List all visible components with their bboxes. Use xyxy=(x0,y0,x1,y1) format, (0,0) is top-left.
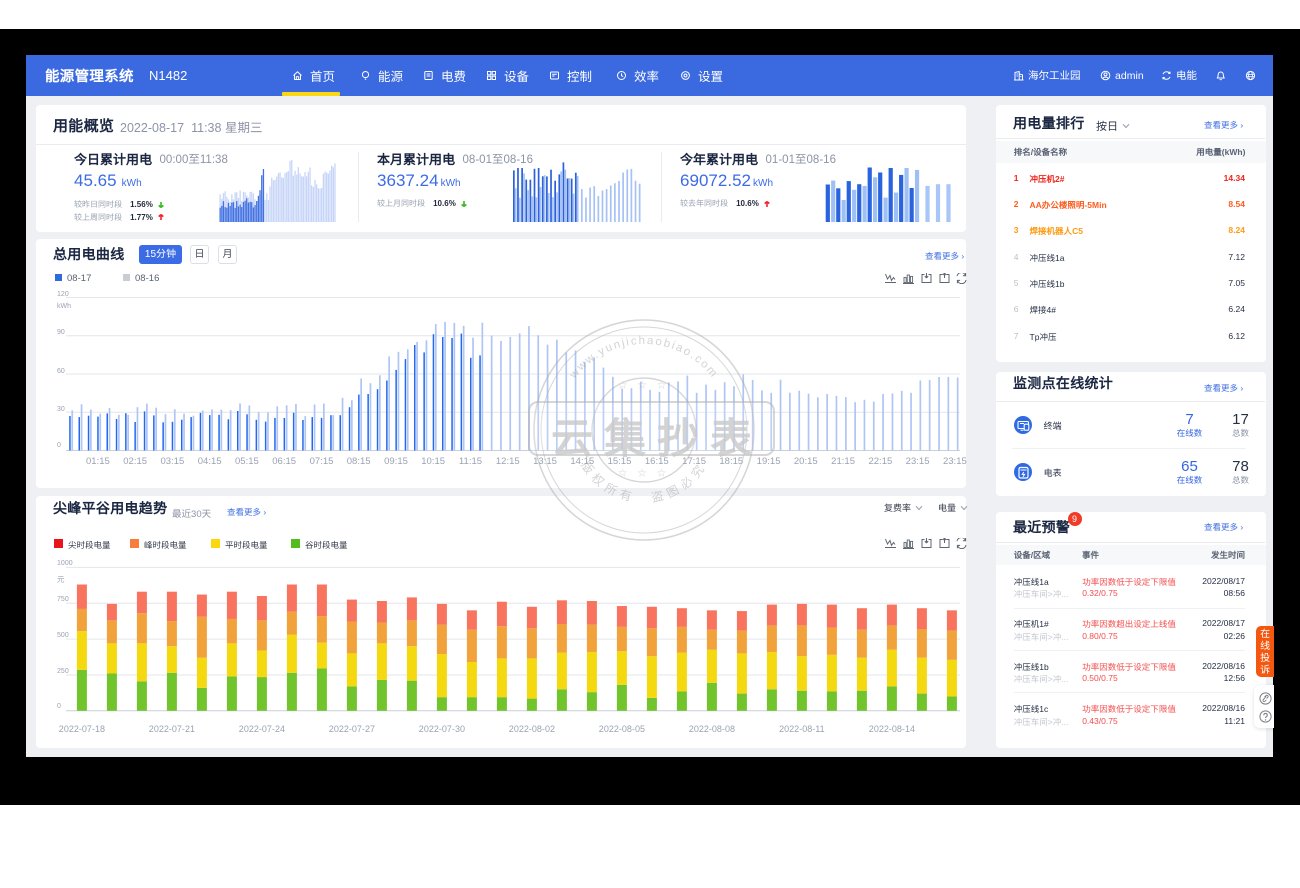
svg-text:☆ ☆ ☆: ☆ ☆ ☆ xyxy=(618,380,670,390)
svg-text:☆ ☆ ☆: ☆ ☆ ☆ xyxy=(618,468,670,478)
